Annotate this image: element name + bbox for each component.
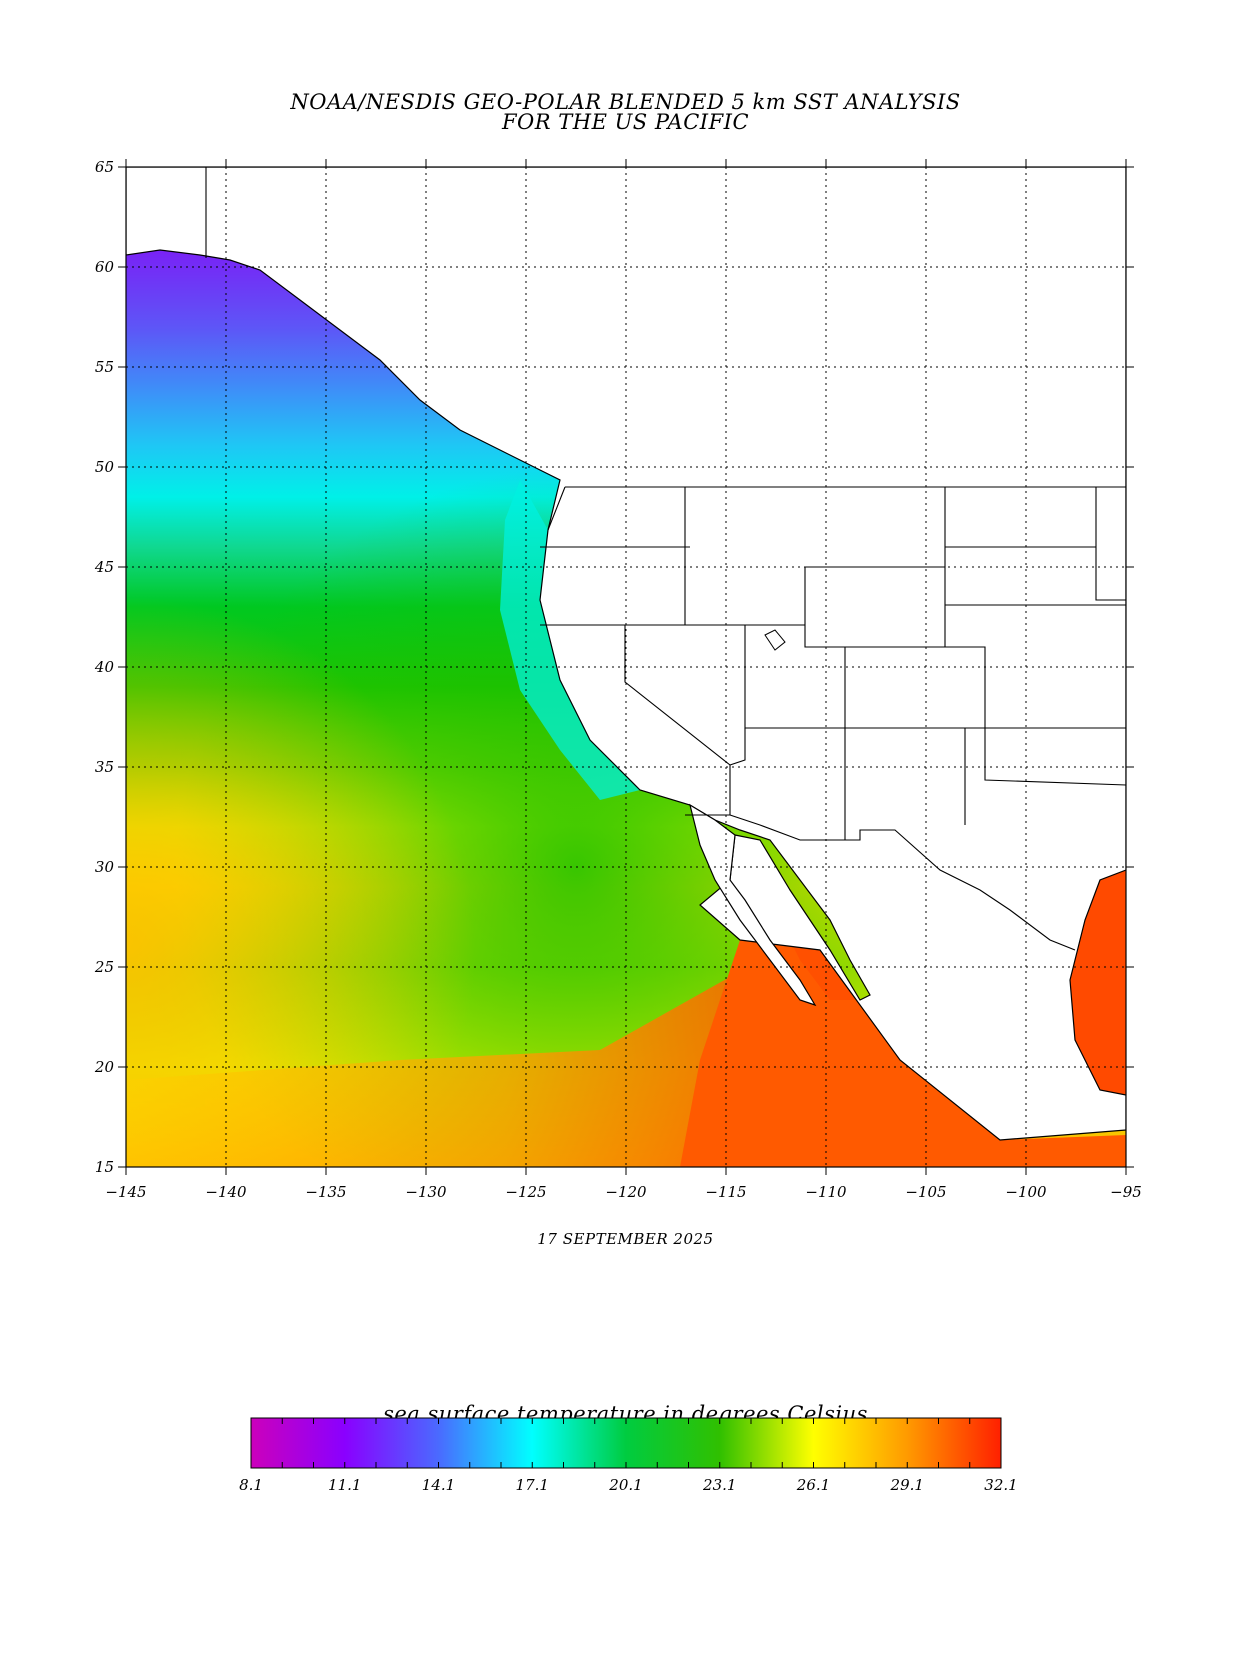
colorbar-label: 26.1 (796, 1476, 830, 1494)
colorbar-label: 8.1 (239, 1476, 263, 1494)
x-tick-label: −125 (505, 1183, 546, 1201)
x-tick-label: −120 (605, 1183, 647, 1201)
x-tick-label: −105 (905, 1183, 946, 1201)
x-tick-label: −140 (205, 1183, 247, 1201)
y-tick-label: 15 (95, 1158, 114, 1176)
y-tick-label: 60 (95, 258, 115, 276)
x-tick-label: −110 (805, 1183, 847, 1201)
y-tick-label: 55 (95, 358, 114, 376)
colorbar-label: 32.1 (984, 1476, 1017, 1494)
colorbar-label: 23.1 (702, 1476, 736, 1494)
colorbar-label: 20.1 (608, 1476, 642, 1494)
sst-map: −145 −140 −135 −130 −125 −120 −115 −110 −105 −100… (0, 0, 1251, 1300)
y-tick-label: 30 (95, 858, 115, 876)
y-axis-labels: 15 20 25 30 35 40 45 50 55 60 65 (94, 158, 115, 1176)
x-tick-label: −130 (405, 1183, 447, 1201)
colorbar-label: 29.1 (890, 1476, 924, 1494)
y-tick-label: 65 (95, 158, 114, 176)
colorbar-label: 17.1 (516, 1476, 549, 1494)
y-tick-label: 50 (95, 458, 115, 476)
x-tick-label: −95 (1110, 1183, 1142, 1201)
x-tick-label: −100 (1005, 1183, 1047, 1201)
colorbar-title: sea surface temperature in degrees Celsi… (0, 1402, 1251, 1426)
x-axis-labels: −145 −140 −135 −130 −125 −120 −115 −110 −105 −100… (105, 1183, 1141, 1201)
x-tick-label: −135 (305, 1183, 346, 1201)
colorbar-label: 14.1 (422, 1476, 455, 1494)
y-tick-label: 40 (94, 658, 115, 676)
colorbar-label: 11.1 (328, 1476, 361, 1494)
y-tick-label: 20 (94, 1058, 115, 1076)
y-tick-label: 35 (95, 758, 114, 776)
y-tick-label: 25 (94, 958, 114, 976)
colorbar-labels: 8.1 11.1 14.1 17.1 20.1 23.1 26.1 29.1 32.1 (239, 1476, 1018, 1494)
x-tick-label: −115 (705, 1183, 746, 1201)
y-tick-label: 45 (94, 558, 114, 576)
analysis-date: 17 SEPTEMBER 2025 (0, 1230, 1251, 1248)
x-tick-label: −145 (105, 1183, 146, 1201)
